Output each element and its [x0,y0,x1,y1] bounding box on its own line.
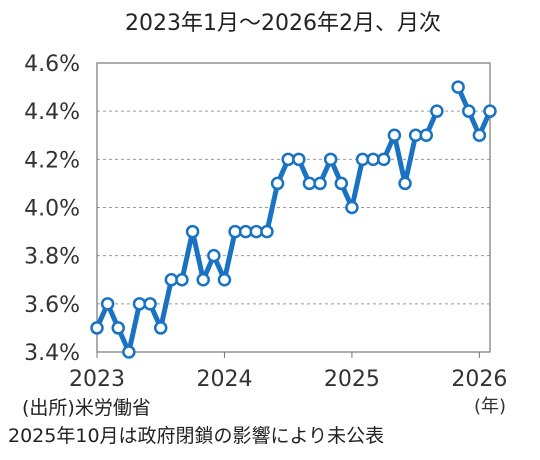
data-point [228,224,242,239]
data-point [90,321,104,335]
y-tick-label: 4.0% [24,197,80,222]
data-point [345,200,359,215]
x-tick-label: 2023 [69,367,125,392]
data-point [281,152,295,167]
chart-title: 2023年1月～2026年2月、月次 [125,11,441,36]
data-point [334,176,349,191]
x-axis: 2023 2024 2025 2026 [69,352,507,392]
data-point [111,321,125,335]
data-point [132,297,147,311]
data-point [185,224,200,239]
data-point [207,248,221,263]
data-point [366,152,380,167]
data-point [323,152,338,167]
grid [97,110,490,305]
data-point [196,273,210,287]
data-point [260,224,274,239]
y-tick-label: 4.2% [24,148,80,173]
y-tick-label: 4.4% [24,100,80,125]
data-point [249,224,264,239]
x-tick-label: 2026 [451,367,507,392]
plot-frame [96,62,491,353]
data-point [143,297,157,311]
data-point [122,345,136,359]
data-point [377,152,391,167]
data-point [408,128,423,142]
x-tick-label: 2024 [196,367,252,392]
data-point [153,321,168,335]
data-point [238,224,253,239]
data-point [100,297,115,311]
y-tick-label: 3.6% [24,293,80,318]
series-line [94,84,493,355]
data-point [398,176,412,191]
data-point [419,128,434,142]
data-point [175,273,189,287]
data-point [313,176,327,191]
data-point [472,128,487,142]
y-tick-label: 3.4% [24,341,80,366]
data-points [90,80,497,359]
data-point [302,176,317,191]
y-tick-label: 4.6% [24,52,80,77]
data-point [462,104,476,118]
data-point [164,273,179,287]
x-tick-label: 2025 [324,367,380,392]
source-note: (出所)米労働省 [22,397,151,419]
data-point [292,152,306,167]
y-axis: 3.4% 3.6% 3.8% 4.0% 4.2% 4.4% 4.6% [24,52,80,366]
data-point [217,273,232,287]
x-axis-unit: (年) [474,396,506,417]
data-point [270,176,285,191]
y-tick-label: 3.8% [24,245,80,270]
data-point [355,152,370,167]
footnote: 2025年10月は政府閉鎖の影響により未公表 [8,425,384,447]
data-point [430,104,444,118]
data-point [483,104,497,118]
data-point [387,128,402,142]
data-point [451,80,465,94]
